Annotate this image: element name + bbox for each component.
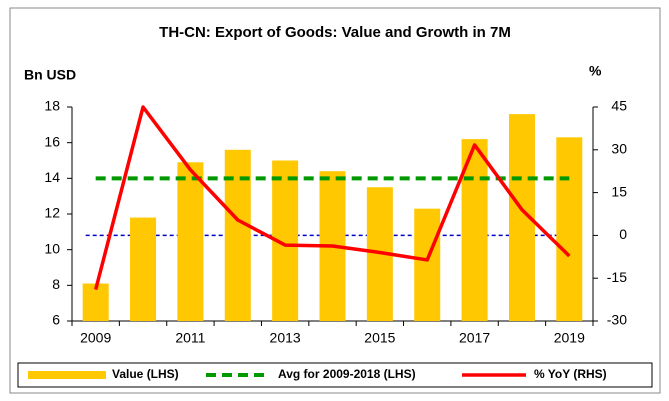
y2-tick-label: 15 xyxy=(611,183,627,199)
bar xyxy=(556,137,583,321)
line-series xyxy=(93,105,571,291)
y-axis-label: Bn USD xyxy=(24,67,76,83)
bar xyxy=(224,149,251,321)
x-tick-label: 2009 xyxy=(80,330,111,346)
legend-label: % YoY (RHS) xyxy=(534,367,607,381)
y-tick-label: 12 xyxy=(44,205,60,221)
y2-tick-label: 45 xyxy=(611,98,627,114)
bar xyxy=(130,217,157,321)
bar xyxy=(82,283,109,321)
x-tick-label: 2015 xyxy=(364,330,395,346)
y-tick-label: 14 xyxy=(44,169,60,185)
bar xyxy=(414,208,441,321)
legend-label: Value (LHS) xyxy=(112,367,179,381)
x-tick-label: 2011 xyxy=(175,330,205,346)
y2-axis-label: % xyxy=(589,63,602,79)
bar xyxy=(177,162,204,321)
y2-tick-label: -30 xyxy=(607,312,627,328)
y2-tick-label: 30 xyxy=(611,141,627,157)
x-tick-label: 2017 xyxy=(459,330,490,346)
legend-label: Avg for 2009-2018 (LHS) xyxy=(278,367,416,381)
y-tick-label: 6 xyxy=(52,312,60,328)
y-tick-label: 18 xyxy=(44,98,60,114)
y-tick-label: 16 xyxy=(44,133,60,149)
y-tick-label: 10 xyxy=(44,240,60,256)
x-tick-label: 2019 xyxy=(554,330,585,346)
chart-title: TH-CN: Export of Goods: Value and Growth… xyxy=(159,24,511,41)
y2-tick-label: 0 xyxy=(619,226,627,242)
y-tick-label: 8 xyxy=(52,276,60,292)
y2-tick-label: -15 xyxy=(607,269,627,285)
legend xyxy=(17,362,653,388)
x-tick-label: 2013 xyxy=(270,330,301,346)
legend-swatch xyxy=(28,371,106,379)
